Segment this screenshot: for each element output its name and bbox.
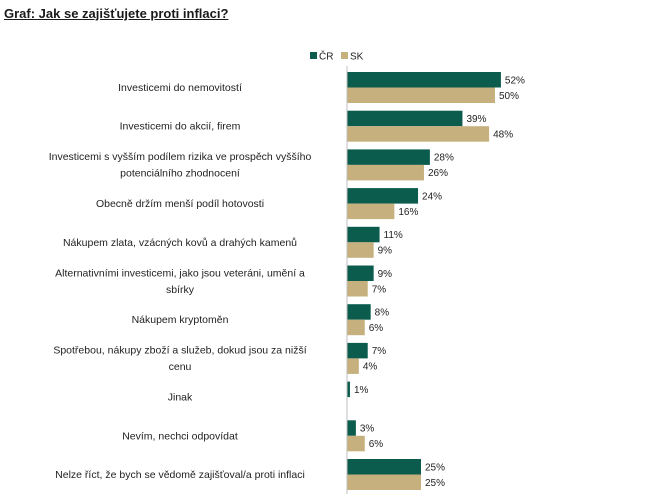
value-label-sk: 26% <box>428 168 448 179</box>
value-label-sk: 6% <box>369 323 384 334</box>
legend-label-cr: ČR <box>319 50 333 63</box>
value-label-cr: 11% <box>384 230 403 241</box>
bar-sk <box>347 203 395 220</box>
bar-sk <box>347 126 490 142</box>
category-label: Investicemi do nemovitostí <box>118 82 242 94</box>
value-label-sk: 9% <box>378 246 393 257</box>
value-label-sk: 48% <box>493 129 513 140</box>
legend-swatch-cr <box>310 52 317 59</box>
value-label-cr: 25% <box>425 462 445 473</box>
value-label-cr: 52% <box>505 75 525 86</box>
category-label: potenciálního zhodnocení <box>120 168 240 180</box>
category-label: Investicemi s vyšším podílem rizika ve p… <box>49 151 312 163</box>
legend-swatch-sk <box>341 52 348 59</box>
value-label-sk: 6% <box>369 439 384 450</box>
category-label: sbírky <box>166 284 195 296</box>
category-label: Nelze říct, že bych se vědomě zajišťoval… <box>55 469 305 481</box>
bar-sk <box>347 87 495 103</box>
bar-cr <box>347 72 501 88</box>
bar-sk <box>347 435 365 452</box>
bar-cr <box>347 381 350 398</box>
bar-sk <box>347 164 424 181</box>
category-label: cenu <box>169 361 192 373</box>
legend-label-sk: SK <box>350 52 364 63</box>
category-label: Alternativními investicemi, jako jsou ve… <box>55 267 305 279</box>
bar-sk <box>347 242 374 258</box>
bar-cr <box>347 459 421 475</box>
value-label-cr: 24% <box>422 191 442 202</box>
category-label: Nákupem kryptoměn <box>132 314 229 326</box>
category-label: Nevím, nechci odpovídat <box>122 430 238 442</box>
bar-cr <box>347 110 463 127</box>
bar-cr <box>347 304 371 320</box>
bar-sk <box>347 358 359 374</box>
value-label-sk: 7% <box>372 284 387 295</box>
bar-sk <box>347 281 368 297</box>
category-label: Investicemi do akcií, firem <box>120 121 241 133</box>
bar-cr <box>347 342 368 359</box>
bar-cr <box>347 265 374 281</box>
value-label-cr: 1% <box>354 385 369 396</box>
bar-sk <box>347 474 421 490</box>
chart-title: Graf: Jak se zajišťujete proti inflaci? <box>4 6 229 21</box>
category-label: Spotřebou, nákupy zboží a služeb, dokud … <box>53 345 306 357</box>
bar-cr <box>347 420 356 436</box>
category-label: Jinak <box>168 392 193 404</box>
value-label-cr: 8% <box>375 307 390 318</box>
value-label-cr: 9% <box>378 269 393 280</box>
value-label-cr: 3% <box>360 424 375 435</box>
category-label: Nákupem zlata, vzácných kovů a drahých k… <box>63 237 297 249</box>
value-label-sk: 50% <box>499 91 519 102</box>
value-label-cr: 7% <box>372 346 387 357</box>
bar-cr <box>347 188 419 204</box>
bar-cr <box>347 226 380 243</box>
category-label: Obecně držím menší podíl hotovosti <box>96 198 264 210</box>
bar-sk <box>347 319 365 336</box>
value-label-sk: 25% <box>425 478 445 489</box>
bar-cr <box>347 149 430 165</box>
value-label-sk: 4% <box>363 362 378 373</box>
value-label-sk: 16% <box>398 207 418 218</box>
value-label-cr: 28% <box>434 153 454 164</box>
value-label-cr: 39% <box>466 114 486 125</box>
